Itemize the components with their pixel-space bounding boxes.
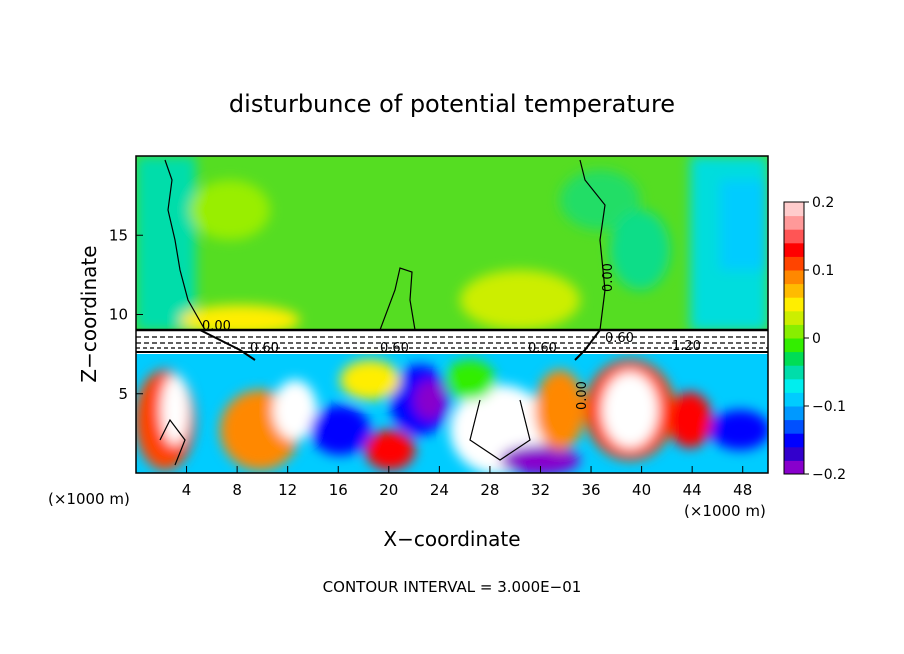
contour-label: 0.60 xyxy=(528,341,557,356)
x-tick-label: 48 xyxy=(733,481,752,499)
contour-lines xyxy=(136,159,768,466)
x-tick-label: 44 xyxy=(683,481,702,499)
colorbar-swatch xyxy=(784,297,804,312)
colorbar xyxy=(784,202,804,475)
x-tick-label: 40 xyxy=(632,481,651,499)
colorbar-swatch xyxy=(784,406,804,421)
colorbar-swatch xyxy=(784,378,804,393)
x-tick-label: 36 xyxy=(581,481,600,499)
colorbar-swatch xyxy=(784,419,804,434)
x-unit-right: (×1000 m) xyxy=(684,502,766,520)
contour-label: 0.60 xyxy=(380,341,409,356)
lower-layer-eddies xyxy=(136,360,768,473)
x-tick-label: 12 xyxy=(278,481,297,499)
x-tick-label: 24 xyxy=(430,481,449,499)
contour-label: 0.60 xyxy=(250,341,279,356)
colorbar-ticks: 0.2 0.1 0 −0.1 −0.2 xyxy=(804,195,846,483)
contour-label: 0.00 xyxy=(601,263,616,292)
y-tick-label: 15 xyxy=(109,226,128,244)
x-tick-label: 20 xyxy=(379,481,398,499)
colorbar-tick-label: 0 xyxy=(812,331,821,347)
colorbar-swatch xyxy=(784,351,804,366)
colorbar-swatch xyxy=(784,202,804,217)
colorbar-tick-label: −0.1 xyxy=(812,399,846,415)
colorbar-swatch xyxy=(784,229,804,244)
plot-area xyxy=(136,156,768,473)
x-unit-left: (×1000 m) xyxy=(48,490,130,508)
colorbar-swatch xyxy=(784,270,804,285)
x-tick-label: 8 xyxy=(232,481,242,499)
y-axis: 5 10 15 xyxy=(109,226,143,403)
upper-layer-patches xyxy=(136,156,768,335)
colorbar-swatch xyxy=(784,446,804,461)
colorbar-swatch xyxy=(784,392,804,407)
y-tick-label: 10 xyxy=(109,306,128,324)
x-tick-label: 32 xyxy=(531,481,550,499)
colorbar-tick-label: 0.1 xyxy=(812,263,834,279)
contour-interval-note: CONTOUR INTERVAL = 3.000E−01 xyxy=(323,578,582,596)
contour-label: 0.00 xyxy=(202,319,231,334)
colorbar-swatch xyxy=(784,256,804,271)
contour-label-group: 0.00 0.00 0.60 0.60 0.60 0.60 1.20 0.00 xyxy=(202,263,701,410)
colorbar-tick-label: −0.2 xyxy=(812,467,846,483)
colorbar-swatch xyxy=(784,338,804,353)
colorbar-swatch xyxy=(784,460,804,475)
colorbar-swatch xyxy=(784,283,804,298)
x-tick-label: 28 xyxy=(480,481,499,499)
colorbar-swatch xyxy=(784,242,804,257)
colorbar-swatch xyxy=(784,433,804,448)
colorbar-swatch xyxy=(784,365,804,380)
x-tick-label: 4 xyxy=(182,481,192,499)
chart-title: disturbunce of potential temperature xyxy=(229,90,675,118)
contour-label: 0.60 xyxy=(605,331,634,346)
colorbar-swatch xyxy=(784,324,804,339)
y-tick-label: 5 xyxy=(118,385,128,403)
x-tick-label: 16 xyxy=(329,481,348,499)
x-axis-label: X−coordinate xyxy=(383,527,520,551)
colorbar-tick-label: 0.2 xyxy=(812,195,834,211)
contour-label: 1.20 xyxy=(672,339,701,354)
x-axis: 4 8 12 16 20 24 28 32 36 40 44 48 xyxy=(182,466,752,499)
y-axis-label: Z−coordinate xyxy=(77,245,101,382)
contour-label: 0.00 xyxy=(575,381,590,410)
colorbar-swatch xyxy=(784,310,804,325)
colorbar-swatch xyxy=(784,215,804,230)
